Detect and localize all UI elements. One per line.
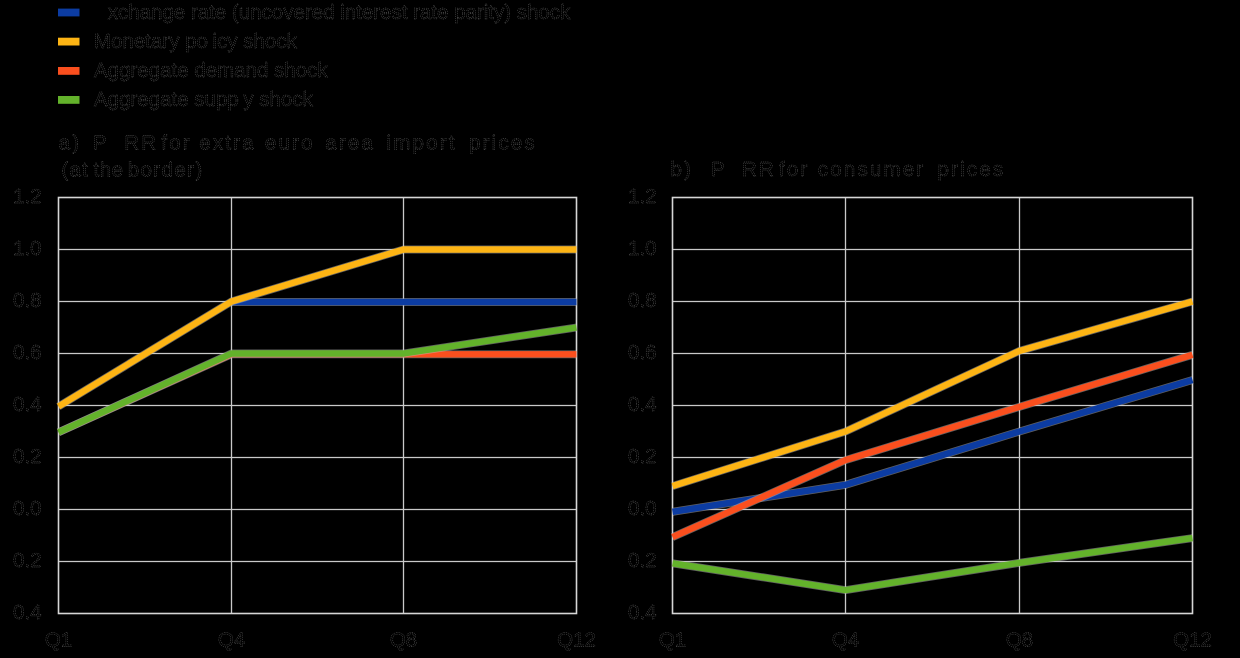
svg-text:0.0: 0.0 [628, 497, 657, 520]
svg-text:P: P [711, 158, 727, 181]
svg-text:prices: prices [938, 158, 1006, 181]
svg-text:0.4: 0.4 [628, 393, 657, 416]
svg-text:Aggregate demand shock: Aggregate demand shock [94, 59, 328, 82]
svg-text:0.8: 0.8 [628, 289, 657, 312]
svg-text:Q8: Q8 [390, 628, 417, 651]
svg-text:0.0: 0.0 [13, 497, 42, 520]
svg-text:RR: RR [124, 131, 158, 154]
svg-text:1.0: 1.0 [628, 237, 657, 260]
svg-text:0.2: 0.2 [13, 445, 42, 468]
svg-text:Exchange rate (uncovered inter: Exchange rate (uncovered interest rate p… [94, 1, 571, 24]
svg-text:for: for [779, 158, 810, 181]
svg-text:1.0: 1.0 [13, 237, 42, 260]
svg-text:1.2: 1.2 [13, 185, 42, 208]
svg-text:0.6: 0.6 [13, 341, 42, 364]
svg-text:the: the [94, 158, 124, 181]
svg-text:-0.2: -0.2 [6, 549, 41, 572]
svg-text:P: P [93, 131, 109, 154]
svg-text:border): border) [128, 158, 204, 181]
svg-text:-0.4: -0.4 [6, 601, 41, 624]
svg-text:1.2: 1.2 [628, 185, 657, 208]
svg-text:0.6: 0.6 [628, 341, 657, 364]
svg-text:Q8: Q8 [1006, 628, 1033, 651]
svg-text:Q12: Q12 [557, 628, 596, 651]
svg-text:Aggregate supply shock: Aggregate supply shock [94, 88, 314, 111]
svg-text:Q12: Q12 [1173, 628, 1212, 651]
svg-text:Q4: Q4 [218, 628, 245, 651]
svg-text:Q1: Q1 [45, 628, 72, 651]
svg-text:consumer: consumer [818, 158, 926, 181]
svg-text:-0.4: -0.4 [621, 601, 656, 624]
svg-text:RR: RR [742, 158, 776, 181]
svg-text:a): a) [59, 131, 82, 154]
svg-text:Q4: Q4 [832, 628, 859, 651]
svg-text:0.4: 0.4 [13, 393, 42, 416]
svg-text:for: for [161, 131, 192, 154]
svg-text:Monetary policy shock: Monetary policy shock [94, 30, 298, 53]
svg-text:import: import [387, 131, 457, 154]
svg-text:0.2: 0.2 [628, 445, 657, 468]
svg-text:Q1: Q1 [659, 628, 686, 651]
svg-text:0.8: 0.8 [13, 289, 42, 312]
svg-text:area: area [325, 131, 375, 154]
svg-text:prices: prices [469, 131, 537, 154]
svg-text:-0.2: -0.2 [621, 549, 656, 572]
svg-text:(at: (at [62, 158, 90, 181]
svg-text:b): b) [671, 158, 694, 181]
